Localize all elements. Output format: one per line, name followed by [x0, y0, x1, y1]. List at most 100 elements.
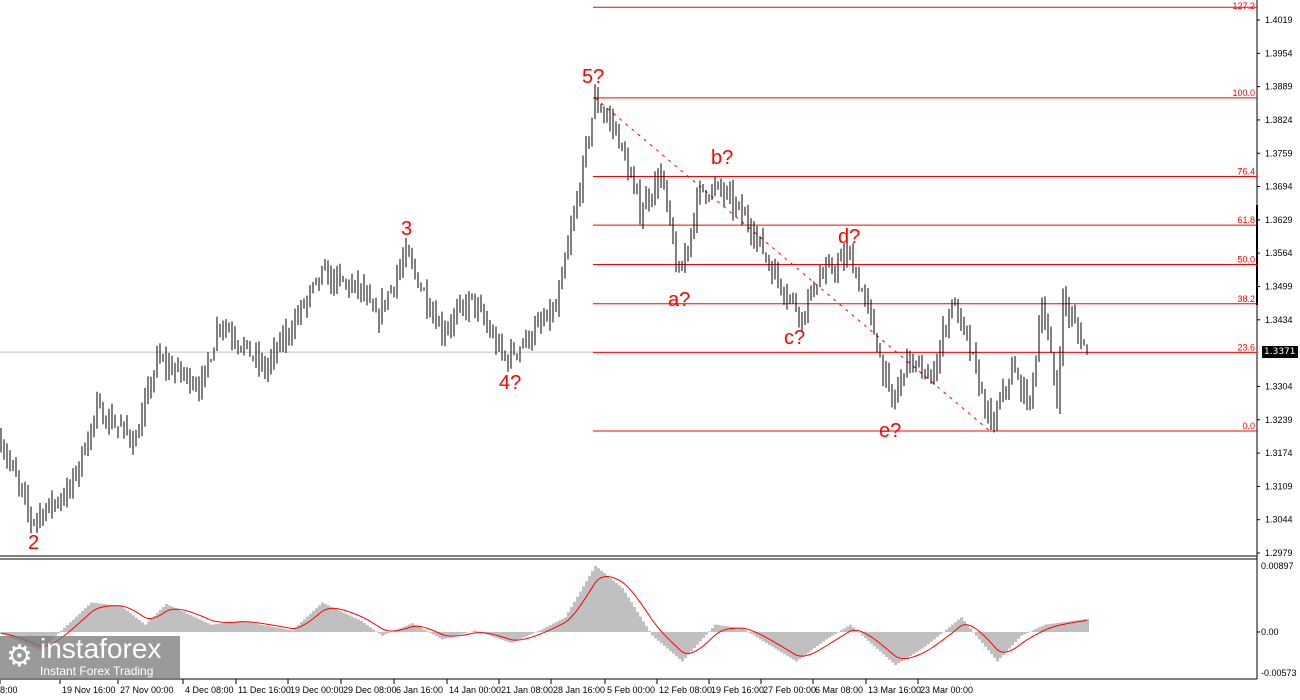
histogram-bar — [600, 570, 603, 632]
histogram-bar — [834, 632, 837, 634]
price-tick-label: 1.2979 — [1265, 548, 1293, 558]
histogram-bar — [744, 630, 747, 632]
histogram-bar — [996, 632, 999, 662]
histogram-bar — [273, 627, 276, 632]
histogram-bar — [864, 632, 867, 639]
histogram-bar — [375, 631, 378, 632]
histogram-bar — [369, 627, 372, 632]
histogram-bar — [675, 632, 678, 657]
histogram-bar — [897, 632, 900, 664]
histogram-bar — [222, 623, 225, 632]
fib-level-label: 61.8 — [1237, 215, 1255, 225]
histogram-bar — [447, 632, 450, 638]
wave-label-3: 3 — [401, 218, 413, 240]
price-tick-label: 1.3239 — [1265, 415, 1293, 425]
histogram-bar — [501, 632, 504, 640]
histogram-bar — [1062, 622, 1065, 632]
time-tick-label: 13 Mar 16:00 — [868, 685, 921, 695]
histogram-bar — [378, 632, 381, 634]
histogram-bar — [597, 568, 600, 632]
price-tick-label: 1.3304 — [1265, 381, 1293, 391]
histogram-bar — [111, 605, 114, 632]
histogram-bar — [234, 621, 237, 632]
histogram-bar — [885, 632, 888, 658]
histogram-bar — [138, 620, 141, 632]
histogram-bar — [936, 632, 939, 637]
histogram-bar — [615, 582, 618, 632]
histogram-bar — [159, 609, 162, 632]
histogram-bar — [981, 632, 984, 644]
histogram-bar — [846, 626, 849, 632]
histogram-bar — [813, 632, 816, 649]
time-tick-label: 19 Feb 16:00 — [711, 685, 764, 695]
histogram-bar — [156, 612, 159, 632]
histogram-bar — [519, 632, 522, 640]
wave-label-a: a? — [668, 289, 691, 311]
time-tick-label: 19 Dec 00:00 — [290, 685, 344, 695]
histogram-bar — [267, 626, 270, 632]
histogram-bar — [540, 629, 543, 632]
histogram-bar — [750, 632, 753, 634]
histogram-bar — [735, 627, 738, 632]
histogram-bar — [939, 632, 942, 635]
histogram-bar — [84, 608, 87, 632]
fib-level-label: 127.2 — [1232, 1, 1255, 11]
histogram-bar — [855, 630, 858, 632]
histogram-bar — [510, 632, 513, 644]
histogram-bar — [330, 606, 333, 632]
fib-level-label: 23.6 — [1237, 342, 1255, 352]
histogram-bar — [948, 627, 951, 632]
histogram-bar — [285, 629, 288, 632]
price-tick-label: 1.3499 — [1265, 282, 1293, 292]
histogram-bar — [381, 632, 384, 636]
histogram-bar — [108, 604, 111, 632]
histogram-bar — [87, 605, 90, 632]
time-tick-label: 4 Dec 08:00 — [185, 685, 234, 695]
price-tick-label: 1.3694 — [1265, 182, 1293, 192]
price-tick-label: 1.3824 — [1265, 115, 1293, 125]
time-tick-label: 21 Jan 08:00 — [501, 685, 553, 695]
histogram-bar — [357, 619, 360, 632]
histogram-bar — [171, 606, 174, 632]
histogram-bar — [507, 632, 510, 642]
histogram-bar — [531, 632, 534, 634]
histogram-bar — [345, 613, 348, 632]
histogram-bar — [1086, 618, 1089, 632]
histogram-bar — [609, 578, 612, 632]
histogram-bar — [354, 618, 357, 632]
histogram-bar — [183, 612, 186, 632]
histogram-bar — [561, 618, 564, 632]
histogram-bar — [984, 632, 987, 647]
histogram-bar — [837, 632, 840, 633]
histogram-bar — [642, 621, 645, 632]
histogram-bar — [72, 619, 75, 632]
histogram-bar — [516, 632, 519, 641]
histogram-bar — [282, 628, 285, 632]
fib-level-label: 38.2 — [1237, 294, 1255, 304]
histogram-bar — [657, 632, 660, 641]
histogram-bar — [543, 628, 546, 632]
histogram-bar — [450, 632, 453, 637]
histogram-bar — [738, 627, 741, 632]
histogram-bar — [228, 622, 231, 632]
watermark-name: instaforex — [40, 633, 162, 664]
price-tick-label: 1.3434 — [1265, 315, 1293, 325]
histogram-bar — [129, 613, 132, 632]
histogram-bar — [363, 623, 366, 632]
histogram-bar — [648, 630, 651, 632]
histogram-bar — [522, 632, 525, 638]
histogram-bar — [789, 632, 792, 658]
histogram-bar — [780, 632, 783, 653]
histogram-bar — [192, 616, 195, 632]
histogram-bar — [270, 626, 273, 632]
histogram-bar — [828, 632, 831, 638]
histogram-bar — [624, 592, 627, 632]
histogram-bar — [612, 580, 615, 632]
histogram-bar — [1077, 620, 1080, 632]
histogram-bar — [213, 624, 216, 632]
histogram-bar — [621, 587, 624, 632]
histogram-bar — [945, 629, 948, 632]
histogram-bar — [348, 615, 351, 632]
histogram-bar — [321, 602, 324, 632]
